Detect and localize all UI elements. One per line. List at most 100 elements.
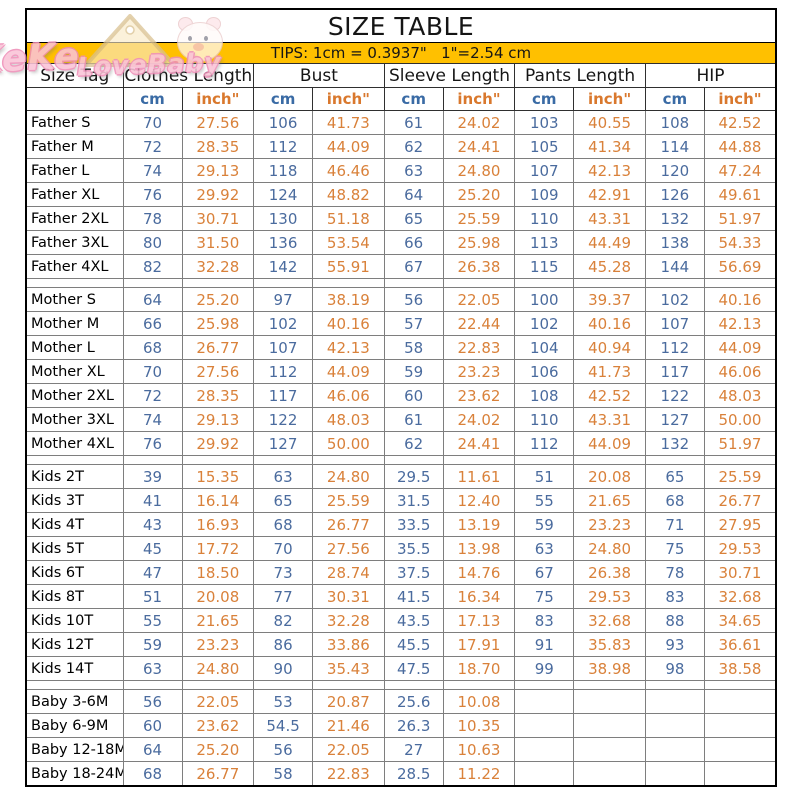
size-tag-cell: Baby 3-6M	[25, 689, 124, 714]
inch-value-cell: 28.35	[181, 134, 255, 159]
separator-cell	[25, 455, 124, 465]
size-tag-cell: Father 2XL	[25, 206, 124, 231]
cm-value-cell: 33.5	[383, 512, 444, 537]
inch-value-cell: 38.58	[703, 656, 777, 681]
cm-value-cell: 132	[644, 431, 705, 456]
size-tag-cell: Kids 10T	[25, 608, 124, 633]
cm-value-cell: 90	[253, 656, 314, 681]
cm-value-cell: 28.5	[383, 761, 444, 787]
cm-value-cell	[644, 761, 705, 787]
cm-value-cell: 126	[644, 182, 705, 207]
inch-value-cell: 17.91	[442, 632, 516, 657]
table-row: Mother L 68 26.77 107 42.13 58 22.83 104 40.94 11…	[25, 335, 777, 360]
inch-value-cell: 35.83	[573, 632, 646, 657]
inch-value-cell: 23.62	[442, 383, 516, 408]
inch-value-cell: 20.87	[312, 689, 385, 714]
separator-cell	[25, 680, 124, 690]
cm-value-cell: 37.5	[383, 560, 444, 585]
inch-value-cell: 42.91	[573, 182, 646, 207]
separator-cell	[644, 680, 705, 690]
cm-value-cell: 83	[514, 608, 575, 633]
cm-value-cell	[514, 713, 575, 738]
separator-cell	[181, 680, 255, 690]
inch-value-cell: 39.37	[573, 287, 646, 312]
inch-value-cell: 20.08	[181, 584, 255, 609]
separator-cell	[573, 278, 646, 288]
size-tag-cell: Mother 3XL	[25, 407, 124, 432]
cm-value-cell: 112	[253, 134, 314, 159]
cm-value-cell: 56	[122, 689, 183, 714]
cm-value-cell: 64	[122, 287, 183, 312]
column-header-row: Size Tag Clothes Length Bust Sleeve Leng…	[25, 63, 777, 88]
separator-cell	[181, 278, 255, 288]
size-tag-cell: Kids 14T	[25, 656, 124, 681]
size-tag-cell: Kids 12T	[25, 632, 124, 657]
cm-value-cell: 113	[514, 230, 575, 255]
size-tag-cell: Father S	[25, 110, 124, 135]
cm-value-cell: 105	[514, 134, 575, 159]
cm-value-cell: 59	[514, 512, 575, 537]
size-tag-cell: Baby 6-9M	[25, 713, 124, 738]
separator-cell	[644, 278, 705, 288]
inch-value-cell: 22.05	[181, 689, 255, 714]
separator-cell	[703, 278, 777, 288]
cm-value-cell: 75	[644, 536, 705, 561]
size-tag-cell: Kids 3T	[25, 488, 124, 513]
table-row: Father 2XL 78 30.71 130 51.18 65 25.59 110 43.31…	[25, 206, 777, 231]
cm-value-cell: 78	[122, 206, 183, 231]
inch-value-cell: 16.14	[181, 488, 255, 513]
inch-value-cell: 54.33	[703, 230, 777, 255]
inch-value-cell	[703, 713, 777, 738]
inch-value-cell: 42.52	[573, 383, 646, 408]
cm-value-cell: 26.3	[383, 713, 444, 738]
inch-value-cell	[573, 737, 646, 762]
table-row: Father 4XL 82 32.28 142 55.91 67 26.38 115 45.28…	[25, 254, 777, 279]
inch-value-cell: 48.03	[703, 383, 777, 408]
inch-value-cell: 42.13	[573, 158, 646, 183]
size-table-page: SIZE TABLE TIPS: 1cm = 0.3937" 1"=2.54 c…	[25, 8, 778, 787]
cm-value-cell: 35.5	[383, 536, 444, 561]
separator-cell	[25, 278, 124, 288]
page-title: SIZE TABLE	[25, 8, 777, 43]
inch-value-cell: 51.97	[703, 431, 777, 456]
table-row: Kids 5T 45 17.72 70 27.56 35.5 13.98 63 24.80 75 2…	[25, 536, 777, 561]
cm-value-cell: 122	[253, 407, 314, 432]
inch-value-cell: 23.23	[573, 512, 646, 537]
cm-value-cell: 115	[514, 254, 575, 279]
cm-value-cell: 55	[514, 488, 575, 513]
cm-value-cell: 86	[253, 632, 314, 657]
inch-value-cell: 44.09	[312, 359, 385, 384]
cm-value-cell: 60	[383, 383, 444, 408]
cm-value-cell: 61	[383, 110, 444, 135]
cm-value-cell: 61	[383, 407, 444, 432]
cm-value-cell: 39	[122, 464, 183, 489]
cm-value-cell: 103	[514, 110, 575, 135]
inch-value-cell: 27.95	[703, 512, 777, 537]
cm-value-cell: 100	[514, 287, 575, 312]
inch-value-cell: 30.31	[312, 584, 385, 609]
size-table: SIZE TABLE TIPS: 1cm = 0.3937" 1"=2.54 c…	[25, 8, 778, 787]
col-header-clothes-length: Clothes Length	[122, 63, 255, 88]
tips-row: TIPS: 1cm = 0.3937" 1"=2.54 cm	[25, 42, 777, 64]
table-row: Mother XL 70 27.56 112 44.09 59 23.23 106 41.73 1…	[25, 359, 777, 384]
cm-value-cell: 62	[383, 134, 444, 159]
inch-value-cell: 42.13	[703, 311, 777, 336]
cm-value-cell: 66	[383, 230, 444, 255]
inch-value-cell: 25.59	[442, 206, 516, 231]
cm-value-cell: 43.5	[383, 608, 444, 633]
inch-value-cell: 27.56	[181, 359, 255, 384]
inch-value-cell: 50.00	[312, 431, 385, 456]
separator-cell	[573, 680, 646, 690]
cm-value-cell: 63	[514, 536, 575, 561]
cm-value-cell	[644, 737, 705, 762]
inch-value-cell: 55.91	[312, 254, 385, 279]
inch-value-cell: 10.08	[442, 689, 516, 714]
table-row: Kids 3T 41 16.14 65 25.59 31.5 12.40 55 21.65 68 2…	[25, 488, 777, 513]
cm-value-cell: 122	[644, 383, 705, 408]
cm-value-cell: 70	[253, 536, 314, 561]
cm-value-cell: 70	[122, 110, 183, 135]
separator-cell	[703, 455, 777, 465]
unit-inch-header: inch"	[181, 87, 255, 111]
table-row: Kids 8T 51 20.08 77 30.31 41.5 16.34 75 29.53 83 3…	[25, 584, 777, 609]
inch-value-cell	[703, 689, 777, 714]
